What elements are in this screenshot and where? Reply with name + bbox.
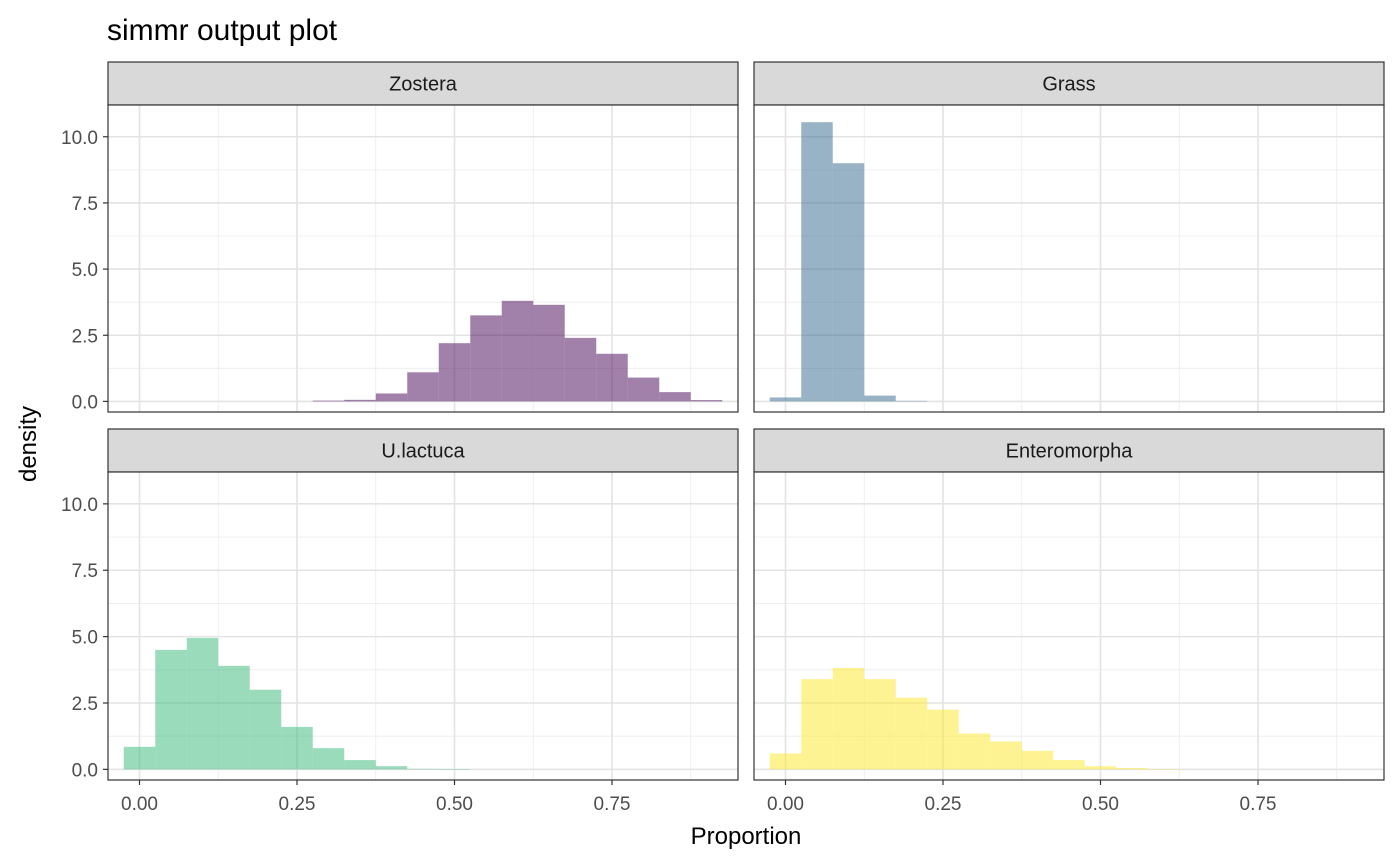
y-axis-title: density (15, 406, 42, 482)
x-tick-label: 0.00 (121, 794, 158, 815)
y-tick-label: 7.5 (72, 561, 98, 582)
bar (1021, 750, 1054, 770)
bar (927, 709, 959, 770)
bar (501, 300, 534, 402)
strip-label-zostera: Zostera (389, 74, 458, 96)
bar (312, 748, 345, 770)
panel-border-grass (753, 104, 1385, 413)
bar (769, 753, 802, 770)
strip-label-enteromorpha: Enteromorpha (1006, 441, 1134, 463)
panel-border-zostera (107, 104, 739, 413)
strip-label-grass: Grass (1042, 74, 1095, 96)
bar (1084, 766, 1117, 770)
bar (407, 768, 439, 770)
bar (312, 400, 345, 402)
bar (155, 649, 187, 770)
y-tick-label: 5.0 (72, 628, 98, 649)
y-tick-label: 5.0 (72, 260, 98, 281)
bar (470, 315, 502, 402)
bar (895, 400, 928, 402)
bar (281, 726, 313, 770)
y-tick-label: 2.5 (72, 694, 98, 715)
x-tick-label: 0.75 (1240, 794, 1277, 815)
facet-zostera: Zostera (107, 61, 739, 413)
strip-u-lactuca (107, 428, 739, 473)
bar (596, 353, 628, 402)
bar (690, 400, 723, 402)
x-tick-label: 0.50 (1082, 794, 1119, 815)
x-tick-label: 0.25 (925, 794, 962, 815)
facet-enteromorpha: Enteromorpha (753, 428, 1385, 781)
bar (895, 697, 928, 770)
bar (864, 395, 896, 402)
strip-grass (753, 61, 1385, 106)
bar (438, 769, 471, 770)
bar (375, 766, 408, 770)
strip-label-u-lactuca: U.lactuca (381, 441, 465, 463)
bar (958, 733, 991, 770)
y-tick-label: 10.0 (61, 128, 98, 149)
bar (344, 399, 376, 402)
bar (218, 665, 250, 770)
bar (801, 122, 833, 402)
y-tick-label: 7.5 (72, 194, 98, 215)
y-tick-label: 0.0 (72, 760, 98, 781)
x-axis-title: Proportion (691, 823, 802, 850)
panel-border-enteromorpha (753, 471, 1385, 781)
bar (1116, 768, 1148, 770)
bar (375, 393, 408, 402)
y-tick-label: 0.0 (72, 392, 98, 413)
bar (1147, 769, 1180, 770)
facet-grass: Grass (753, 61, 1385, 413)
bar (533, 304, 565, 402)
axes-layer: 0.0 2.5 5.0 7.5 10.0 0.0 2.5 5.0 7.5 10.0 0.00 0.25… (61, 128, 1276, 815)
chart-title: simmr output plot (107, 14, 338, 47)
bar (564, 337, 597, 402)
bar (186, 637, 219, 770)
bar (769, 397, 802, 402)
x-tick-label: 0.00 (767, 794, 804, 815)
bar (990, 741, 1022, 770)
x-tick-label: 0.25 (279, 794, 316, 815)
bar (832, 163, 865, 402)
bar (627, 377, 660, 402)
bar (1053, 760, 1085, 770)
x-tick-label: 0.75 (594, 794, 631, 815)
strip-zostera (107, 61, 739, 106)
panel-border-u-lactuca (107, 471, 739, 781)
bar (801, 679, 833, 770)
bar (249, 689, 282, 770)
bar (659, 392, 691, 402)
bar (123, 746, 156, 770)
x-tick-label: 0.50 (436, 794, 473, 815)
bar (832, 667, 865, 770)
bar (864, 679, 896, 770)
bar (438, 343, 471, 402)
bar (344, 760, 376, 770)
strip-enteromorpha (753, 428, 1385, 473)
y-tick-label: 10.0 (61, 495, 98, 516)
facets-layer: Zostera Grass U.lactuca Enteromorpha (107, 61, 1385, 781)
y-tick-label: 2.5 (72, 326, 98, 347)
panel-bg-zostera (108, 105, 738, 412)
bar (407, 372, 439, 402)
facet-u-lactuca: U.lactuca (107, 428, 739, 781)
